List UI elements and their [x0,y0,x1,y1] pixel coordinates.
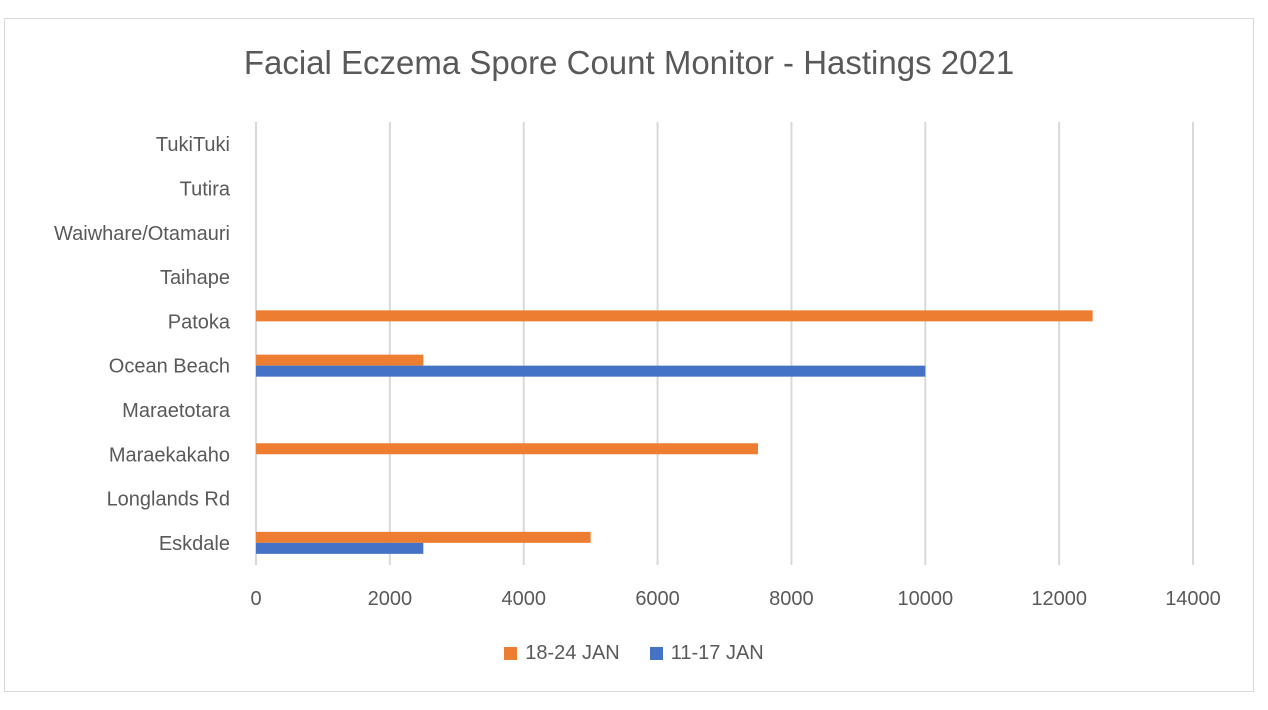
bar-series-1 [256,354,424,366]
x-tick-label: 6000 [635,588,680,610]
legend-item-series-2: 11-17 JAN [649,642,764,665]
chart-title: Facial Eczema Spore Count Monitor - Hast… [243,44,1015,81]
category-label: Eskdale [159,533,230,555]
category-label: Tutira [180,178,231,200]
x-tick-label: 12000 [1031,588,1087,610]
x-tick-label: 2000 [368,588,413,610]
x-tick-label: 4000 [501,588,546,610]
bar-series-1 [256,310,1093,322]
category-label: Ocean Beach [109,356,230,378]
x-tick-label: 8000 [769,588,814,610]
bar-series-2 [256,365,926,377]
bar-series-1 [256,443,758,455]
category-label: Waiwhare/Otamauri [54,223,230,245]
legend-label-series-2: 11-17 JAN [670,642,764,664]
category-label: Maraekakaho [109,444,230,466]
x-tick-label: 0 [250,588,261,610]
legend-item-series-1: 18-24 JAN [504,642,620,665]
legend-swatch-series-1 [504,647,518,660]
legend: 18-24 JAN 11-17 JAN [0,642,1268,665]
chart-frame [4,18,1254,692]
category-label: Patoka [168,311,231,333]
bar-series-1 [256,531,591,543]
bar-series-2 [256,542,424,554]
category-label: TukiTuki [156,134,230,156]
legend-swatch-series-2 [649,647,663,660]
x-tick-label: 14000 [1165,588,1221,610]
category-label: Maraetotara [122,400,231,422]
category-label: Taihape [160,267,230,289]
x-tick-label: 10000 [897,588,953,610]
legend-label-series-1: 18-24 JAN [525,642,620,664]
category-label: Longlands Rd [107,489,230,511]
